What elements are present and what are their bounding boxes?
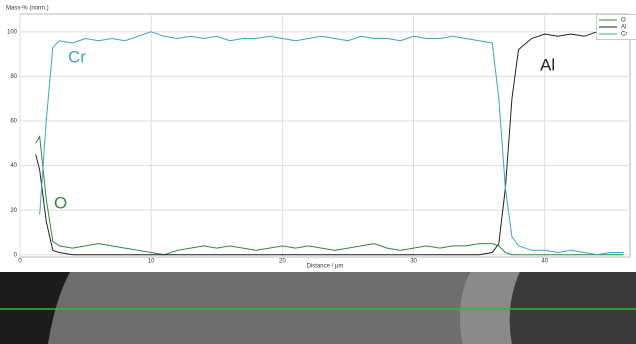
plot-area <box>20 14 630 257</box>
x-tick-label: 20 <box>279 259 286 265</box>
x-tick-label: 0 <box>18 259 22 265</box>
y-axis-label: Mass-% (norm.) <box>6 6 49 12</box>
y-tick-label: 40 <box>10 163 17 169</box>
x-tick-label: 30 <box>410 259 417 265</box>
annotation: Cr <box>68 47 86 66</box>
y-tick-label: 60 <box>10 119 17 125</box>
legend-label: O <box>621 18 626 24</box>
x-tick-label: 40 <box>541 259 548 265</box>
y-tick-label: 80 <box>10 74 17 80</box>
legend-label: Cr <box>621 32 627 38</box>
annotation: Al <box>540 55 555 74</box>
y-tick-label: 100 <box>7 29 18 35</box>
sem-substrate <box>510 272 636 344</box>
sem-image <box>0 272 636 344</box>
y-tick-label: 0 <box>14 252 18 258</box>
legend-label: Al <box>621 25 626 31</box>
sem-coating <box>48 272 470 344</box>
annotation: O <box>54 193 67 212</box>
page: {"chart_data": {"type": "line", "y_label… <box>0 0 636 344</box>
x-axis-label: Distance / µm <box>307 264 344 270</box>
chart: Mass-% (norm.) Distance / µm 0 20 40 60 80 10… <box>0 0 636 344</box>
x-tick-label: 10 <box>148 259 155 265</box>
y-tick-label: 20 <box>10 208 17 214</box>
